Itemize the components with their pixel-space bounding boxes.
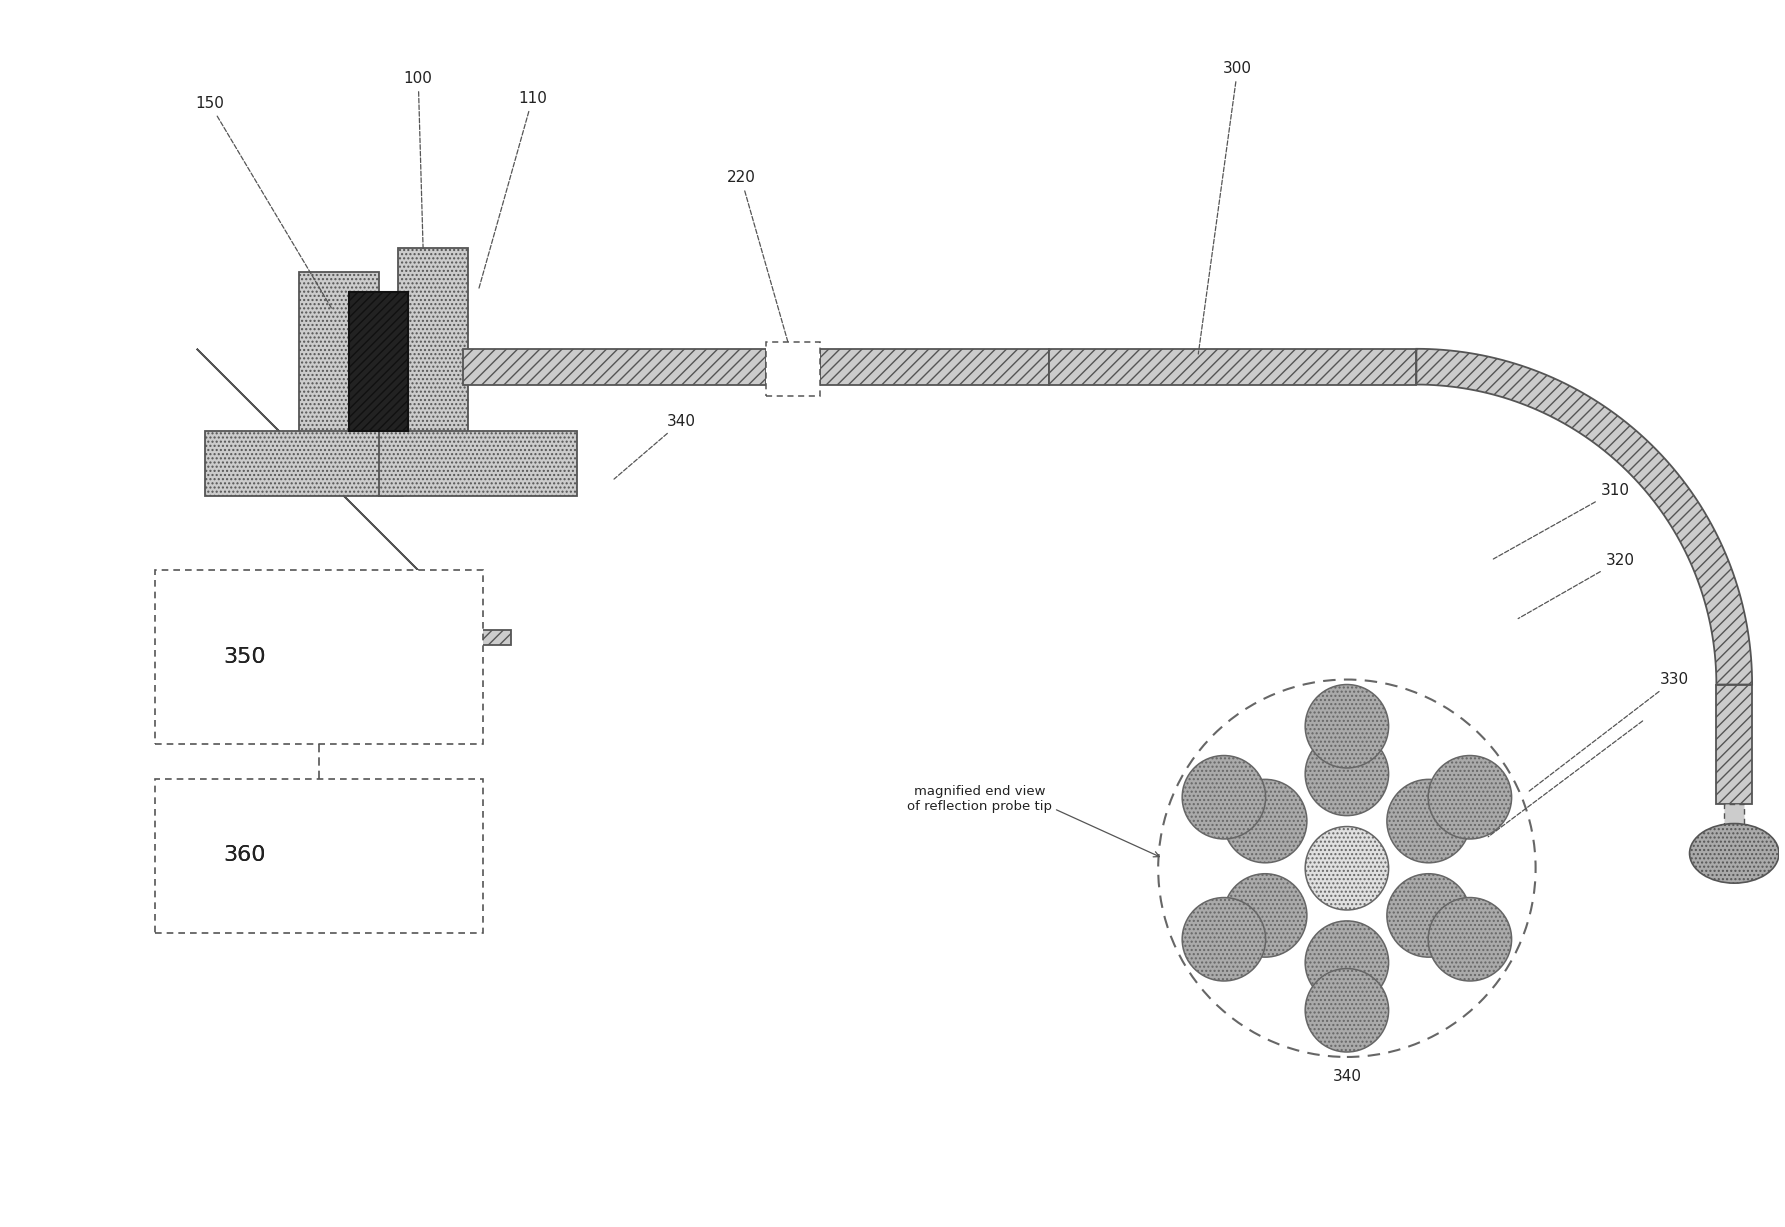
Circle shape — [1305, 733, 1389, 816]
Bar — [398, 248, 468, 456]
Circle shape — [1305, 685, 1389, 768]
Circle shape — [1387, 874, 1471, 957]
Circle shape — [1223, 874, 1307, 957]
Bar — [1724, 804, 1744, 833]
Bar — [378, 431, 577, 496]
Ellipse shape — [1690, 823, 1780, 883]
Text: 320: 320 — [1519, 553, 1635, 618]
Text: 360: 360 — [223, 845, 266, 865]
Text: magnified end view
of reflection probe tip: magnified end view of reflection probe t… — [907, 785, 1051, 812]
Circle shape — [1305, 968, 1389, 1052]
Polygon shape — [196, 348, 493, 644]
Text: 340: 340 — [614, 413, 696, 479]
Text: 330: 330 — [1528, 672, 1689, 793]
Circle shape — [1428, 898, 1512, 982]
Bar — [475, 629, 511, 644]
Bar — [205, 431, 403, 496]
Bar — [1050, 348, 1417, 384]
Text: 360: 360 — [223, 845, 266, 865]
Circle shape — [1428, 756, 1512, 839]
Bar — [766, 342, 821, 396]
Text: 300: 300 — [1198, 61, 1251, 355]
Bar — [1717, 685, 1753, 804]
Circle shape — [1182, 898, 1266, 982]
Circle shape — [1223, 779, 1307, 863]
Text: 350: 350 — [223, 647, 266, 666]
Bar — [821, 348, 1050, 384]
Circle shape — [1182, 756, 1266, 839]
Polygon shape — [1417, 348, 1753, 685]
Text: 150: 150 — [195, 96, 332, 309]
Text: 100: 100 — [403, 71, 432, 250]
Circle shape — [1387, 779, 1471, 863]
Bar — [462, 348, 766, 384]
Circle shape — [1158, 680, 1535, 1056]
Bar — [300, 272, 378, 456]
Circle shape — [1305, 827, 1389, 910]
Bar — [348, 292, 409, 431]
Circle shape — [1305, 921, 1389, 1005]
Text: 350: 350 — [223, 647, 266, 666]
Bar — [155, 779, 482, 933]
Text: 220: 220 — [726, 171, 791, 350]
Text: 310: 310 — [1494, 483, 1630, 560]
Text: 110: 110 — [478, 91, 546, 290]
Text: 340: 340 — [1332, 1070, 1362, 1085]
Bar — [155, 571, 482, 744]
